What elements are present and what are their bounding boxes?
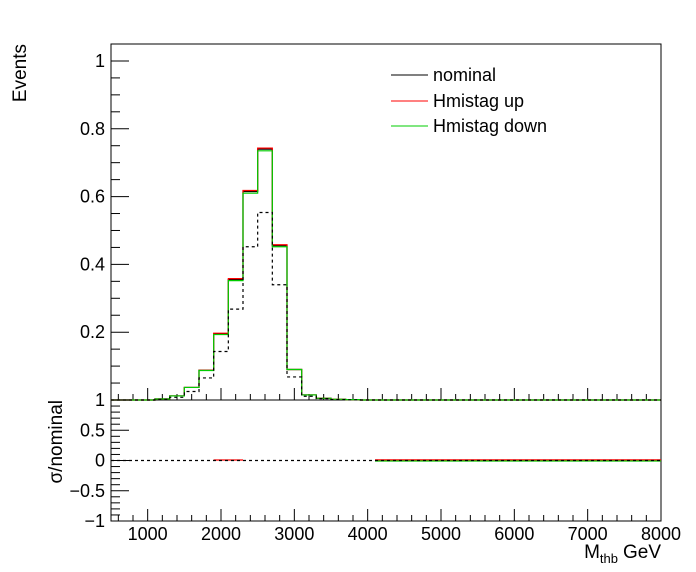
x-axis-label-main: M: [584, 542, 600, 563]
x-tick-label: 3000: [274, 524, 314, 544]
legend-label-hmistag-up: Hmistag up: [433, 91, 524, 111]
x-tick-label: 6000: [494, 524, 534, 544]
upper-y-tick-label: 0.2: [80, 322, 105, 342]
lower-y-tick-label: 0.5: [80, 420, 105, 440]
series-line-nominal: [111, 148, 661, 401]
upper-y-axis-label: Events: [10, 44, 31, 102]
legend: nominal Hmistag up Hmistag down: [391, 65, 547, 136]
lower-y-tick-label: 1: [95, 390, 105, 410]
upper-y-tick-label: 0.6: [80, 187, 105, 207]
upper-plot-frame: [110, 43, 662, 401]
lower-x-axis-ticks: 1000 2000 3000 4000 5000 6000 7000 8000: [117, 509, 681, 544]
x-axis-label-sub: thb: [600, 551, 618, 566]
upper-y-tick-label: 1: [95, 51, 105, 71]
x-tick-label: 7000: [568, 524, 608, 544]
x-tick-label: 2000: [201, 524, 241, 544]
x-axis-label: Mthb GeV: [584, 542, 661, 566]
x-tick-label: 1000: [128, 524, 168, 544]
series-line-dashed: [111, 211, 661, 401]
lower-y-axis-label: σ/nominal: [46, 400, 67, 484]
upper-x-axis-ticks: [117, 388, 662, 400]
lower-series-group: [111, 459, 661, 462]
series-line-hmistag-up: [111, 147, 661, 401]
x-tick-label: 5000: [421, 524, 461, 544]
x-axis-label-unit: GeV: [623, 542, 661, 563]
x-tick-label: 4000: [348, 524, 388, 544]
x-tick-label: 8000: [641, 524, 681, 544]
lower-y-tick-label: 0: [95, 451, 105, 471]
upper-y-tick-label: 0.4: [80, 254, 105, 274]
lower-y-tick-label: −1: [84, 511, 105, 531]
legend-label-nominal: nominal: [433, 65, 496, 85]
series-line-hmistag-down: [111, 150, 661, 401]
lower-y-axis-ticks: −1 −0.5 0 0.5 1: [69, 390, 129, 531]
upper-y-tick-label: 0.8: [80, 119, 105, 139]
legend-label-hmistag-down: Hmistag down: [433, 116, 547, 136]
upper-y-axis-ticks: 0.2 0.4 0.6 0.8 1: [80, 51, 129, 384]
upper-series-group: [111, 147, 661, 401]
lower-y-tick-label: −0.5: [69, 481, 105, 501]
